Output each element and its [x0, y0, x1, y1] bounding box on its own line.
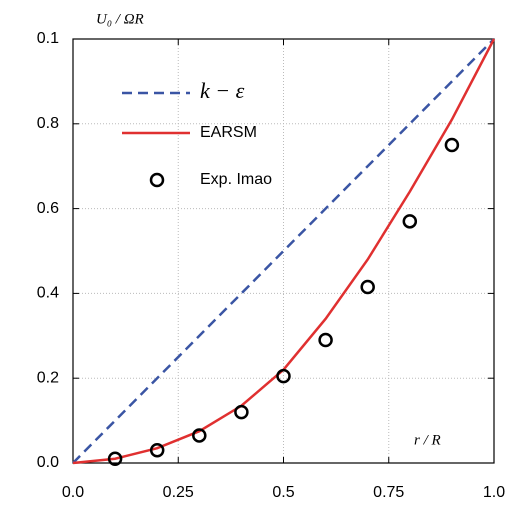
legend-label: Exp. Imao	[200, 171, 272, 188]
data-point	[234, 404, 249, 420]
x-tick-label: 0.0	[62, 484, 84, 501]
x-tick-label: 0.75	[373, 484, 404, 501]
data-point	[192, 428, 207, 443]
data-point	[276, 368, 291, 384]
x-tick-label: 0.5	[272, 484, 294, 501]
y-tick-label: 0.1	[37, 30, 59, 47]
x-axis-label: r / R	[414, 432, 441, 448]
y-tick-label: 0.6	[37, 200, 59, 217]
legend-label: k − ε	[200, 78, 245, 103]
series-line	[72, 38, 495, 464]
y-tick-label: 0.0	[37, 454, 59, 471]
legend-label: EARSM	[200, 124, 257, 141]
data-point	[107, 451, 123, 467]
data-point	[402, 214, 418, 229]
data-point	[444, 137, 460, 153]
plot-frame	[72, 38, 495, 464]
x-tick-label: 0.25	[163, 484, 194, 501]
y-tick-label: 0.2	[37, 369, 59, 386]
y-axis-label: U₀ / ΩR	[96, 11, 144, 27]
legend-marker	[149, 172, 165, 188]
x-tick-label: 1.0	[483, 484, 505, 501]
data-point	[149, 443, 165, 458]
y-tick-label: 0.8	[37, 115, 59, 132]
y-tick-label: 0.4	[37, 285, 59, 302]
data-point	[360, 279, 375, 295]
data-point	[318, 332, 333, 348]
